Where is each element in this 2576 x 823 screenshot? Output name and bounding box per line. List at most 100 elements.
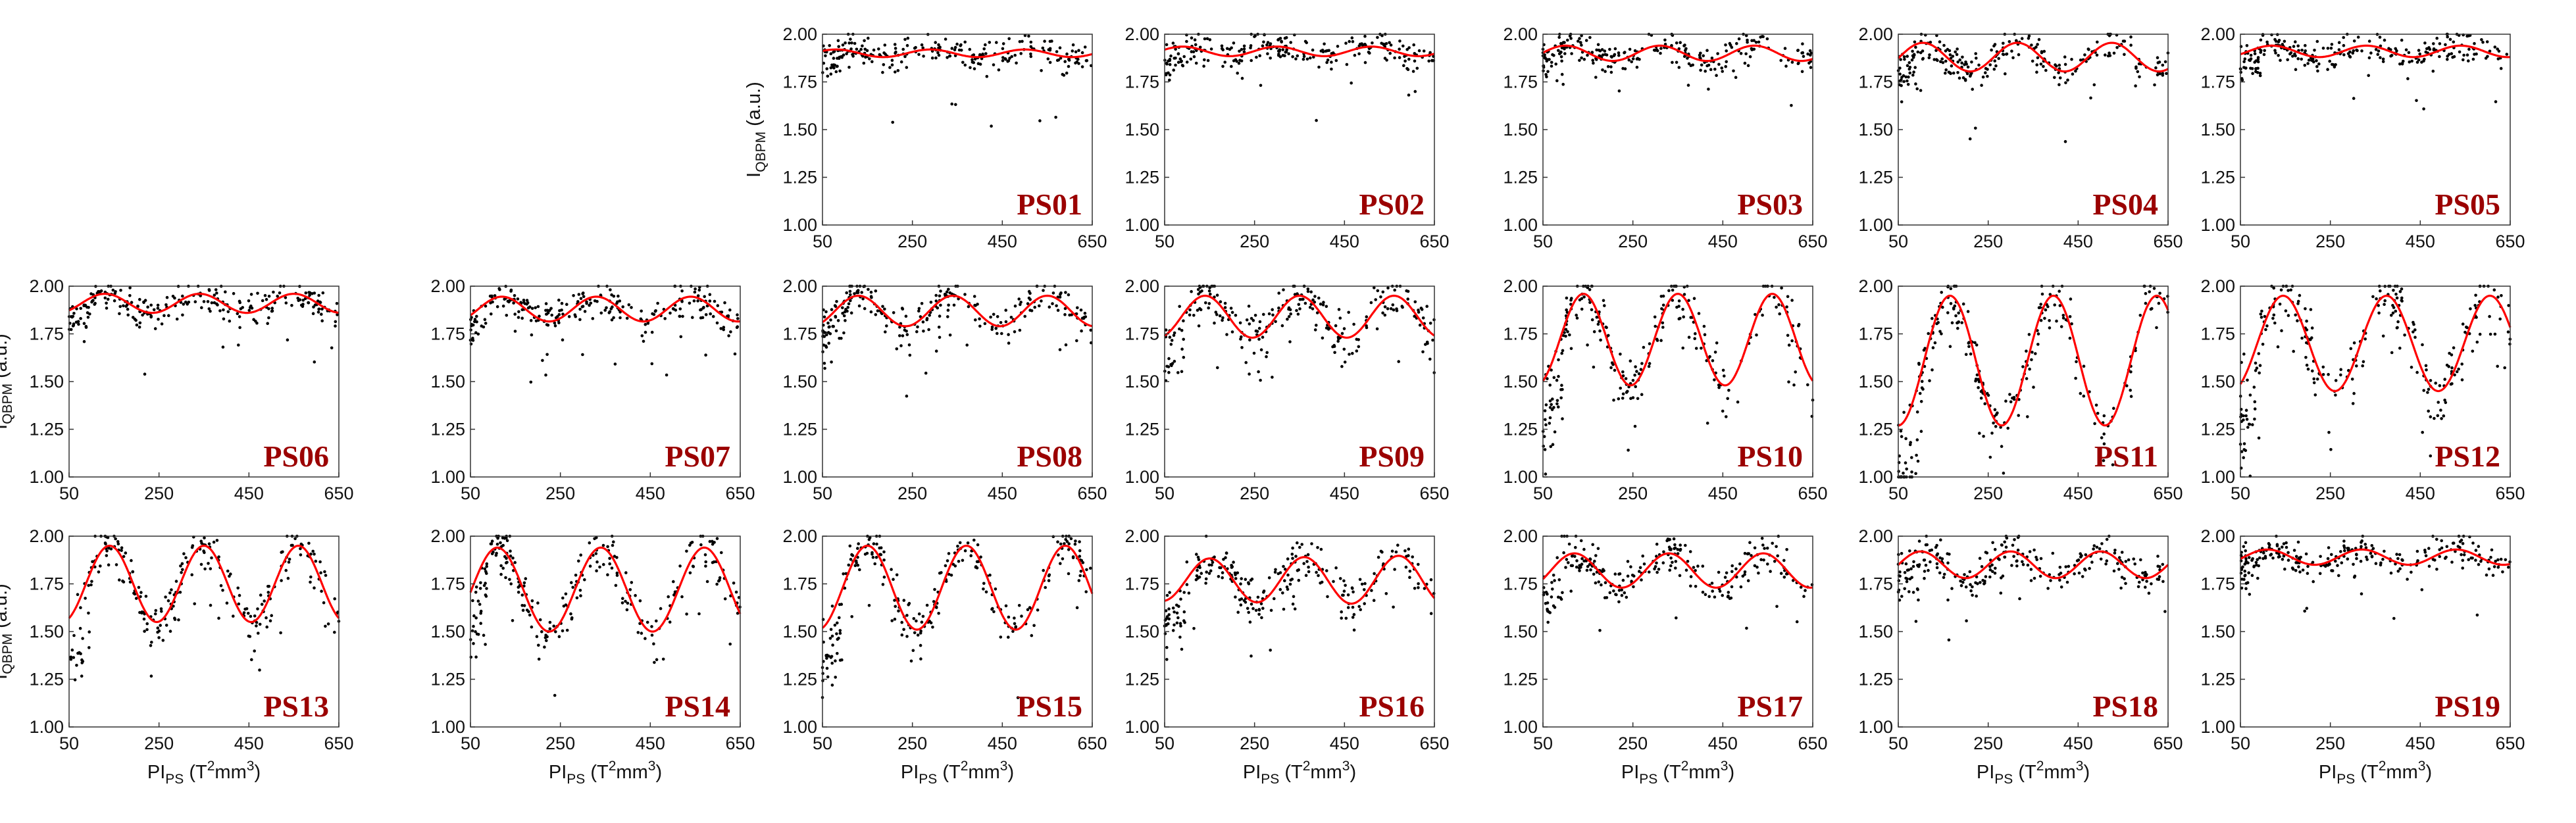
y-tick-label: 1.25 xyxy=(1858,168,1893,187)
data-point xyxy=(588,564,592,568)
data-point xyxy=(2080,554,2083,557)
data-point xyxy=(1302,55,1306,59)
data-point xyxy=(1763,547,1766,550)
data-point xyxy=(946,309,950,312)
panel-label: PS08 xyxy=(1017,439,1082,473)
data-point xyxy=(1321,49,1325,52)
data-point xyxy=(473,318,477,321)
data-point xyxy=(1286,587,1290,591)
data-point xyxy=(219,584,223,587)
data-point xyxy=(1906,55,1909,58)
data-point xyxy=(850,615,853,618)
data-point xyxy=(2068,315,2072,318)
data-point xyxy=(1596,322,1600,326)
data-point xyxy=(1240,577,1243,580)
data-point xyxy=(2289,51,2293,55)
x-tick-label: 650 xyxy=(725,484,755,503)
x-label-base: PI xyxy=(1621,762,1639,783)
data-point xyxy=(1269,57,1272,60)
data-point xyxy=(672,580,675,584)
data-point xyxy=(1592,365,1596,369)
data-point xyxy=(1613,572,1617,576)
data-point xyxy=(1551,587,1554,591)
data-point xyxy=(2292,45,2296,48)
x-tick-label: 450 xyxy=(636,734,665,753)
data-point xyxy=(538,314,541,318)
data-point xyxy=(728,642,732,646)
data-point xyxy=(1029,52,1032,56)
data-point xyxy=(1760,537,1764,540)
data-point xyxy=(2088,566,2091,570)
data-point xyxy=(1955,53,1959,57)
data-point xyxy=(173,296,176,300)
data-point xyxy=(99,564,102,568)
data-point xyxy=(1274,320,1277,324)
data-point xyxy=(1593,559,1596,563)
fit-curve xyxy=(1542,292,1814,387)
data-point xyxy=(308,291,312,295)
data-point xyxy=(663,317,667,320)
data-point xyxy=(1668,548,1672,551)
data-point xyxy=(1246,607,1250,611)
data-point xyxy=(863,307,867,311)
data-point xyxy=(621,597,624,600)
data-point xyxy=(2089,96,2092,100)
data-point xyxy=(317,293,320,297)
y-tick-label: 1.25 xyxy=(2200,168,2235,187)
data-point xyxy=(1297,303,1301,307)
data-point xyxy=(1908,443,1912,447)
data-point xyxy=(482,634,486,637)
data-point xyxy=(1970,61,1973,64)
data-point xyxy=(1288,340,1292,343)
data-point xyxy=(1074,539,1077,543)
data-point xyxy=(552,624,555,628)
data-point xyxy=(1016,696,1020,699)
fit-curve xyxy=(2239,294,2512,393)
data-point xyxy=(1981,578,1984,582)
data-point xyxy=(1363,61,1367,64)
y-tick-label: 1.75 xyxy=(1858,72,1893,92)
data-point xyxy=(541,359,544,362)
panel-label: PS13 xyxy=(263,689,329,723)
data-point xyxy=(1023,314,1026,318)
data-point xyxy=(1262,312,1265,316)
data-point xyxy=(1757,571,1760,575)
data-point xyxy=(1718,589,1722,593)
data-point xyxy=(2312,60,2315,64)
data-point xyxy=(1343,361,1347,364)
data-point xyxy=(969,66,972,70)
data-point xyxy=(1905,467,1908,471)
data-point xyxy=(313,553,316,556)
data-point xyxy=(1188,313,1192,317)
data-point xyxy=(80,674,84,678)
data-point xyxy=(1682,55,1686,58)
data-point xyxy=(613,555,617,558)
data-point xyxy=(699,308,703,311)
y-tick-label: 1.75 xyxy=(430,324,465,344)
x-label-unit: mm xyxy=(2044,762,2075,783)
data-point xyxy=(569,612,572,616)
data-point xyxy=(929,621,933,624)
data-point xyxy=(984,590,988,594)
data-point xyxy=(1959,584,1963,587)
data-point xyxy=(1899,58,1902,61)
data-point xyxy=(173,616,176,620)
data-point xyxy=(2279,288,2283,292)
data-point xyxy=(1286,317,1289,321)
data-point xyxy=(1171,607,1175,610)
data-point xyxy=(1298,307,1301,311)
data-point xyxy=(2144,586,2147,589)
data-point xyxy=(1604,70,1607,73)
data-point xyxy=(1059,57,1063,60)
data-point xyxy=(2493,45,2497,49)
data-point xyxy=(1548,399,1552,403)
data-point xyxy=(1716,52,1719,55)
data-point xyxy=(238,315,241,318)
data-point xyxy=(474,616,478,620)
x-tick-label: 250 xyxy=(144,734,174,753)
data-point xyxy=(84,597,87,600)
data-point xyxy=(2257,436,2261,440)
data-point xyxy=(1555,79,1559,82)
data-point xyxy=(1317,65,1321,69)
data-point xyxy=(2079,59,2083,62)
